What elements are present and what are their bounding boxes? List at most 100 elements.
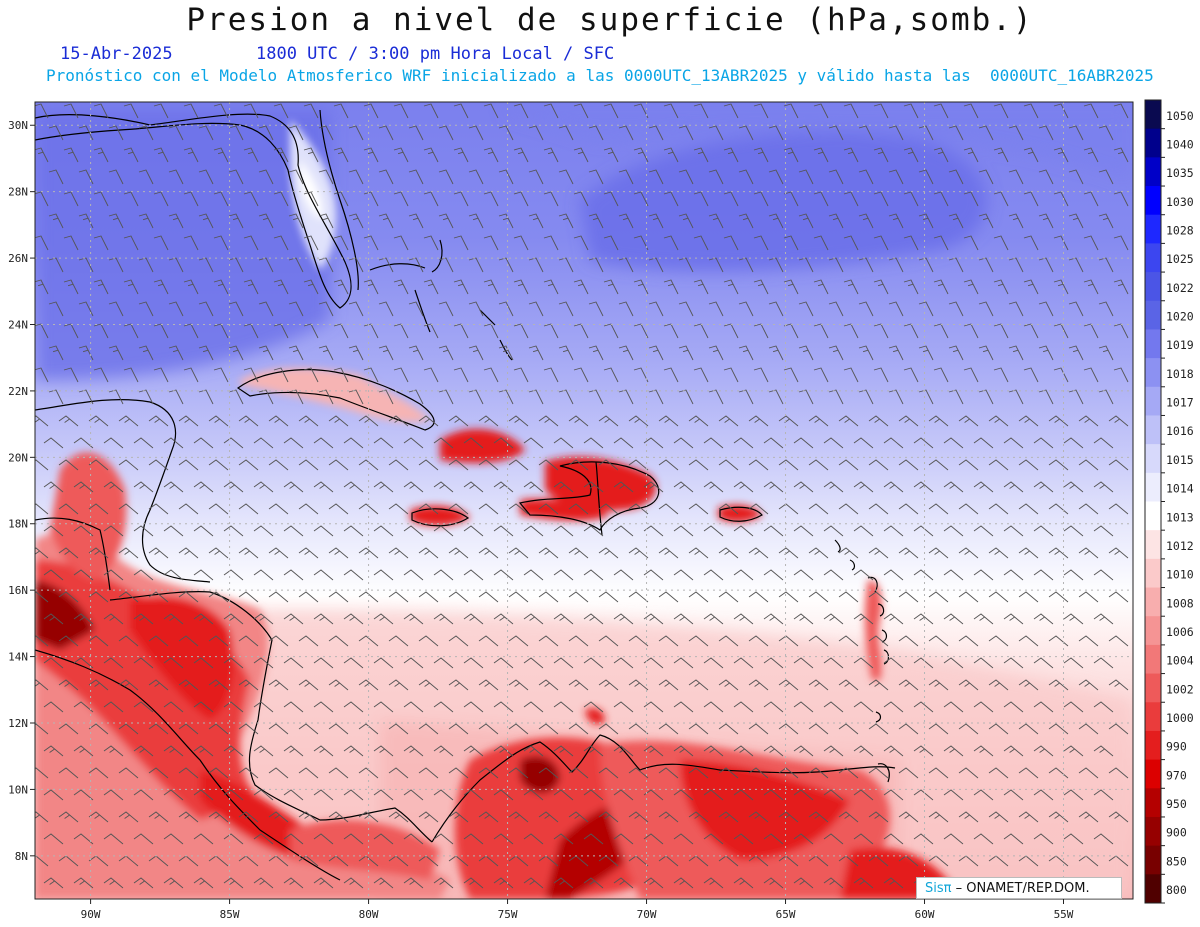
wind-barb (913, 701, 934, 713)
wind-barb (658, 679, 679, 691)
wind-barb (193, 877, 214, 889)
wind-barb (193, 481, 214, 493)
wind-barb (268, 591, 289, 603)
wind-barb (673, 569, 694, 581)
wind-barb (108, 213, 124, 229)
wind-barb (673, 437, 694, 449)
wind-barb (1063, 613, 1084, 625)
wind-barb (1078, 767, 1099, 779)
wind-barb (828, 125, 844, 141)
wind-barb (748, 679, 769, 691)
wind-barb (138, 301, 154, 317)
wind-barb (153, 279, 169, 295)
wind-barb (613, 789, 634, 801)
wind-barb (948, 213, 964, 229)
colorbar-swatch (1145, 644, 1161, 675)
wind-barb (298, 635, 319, 647)
wind-barb (778, 591, 799, 603)
wind-barb (88, 591, 109, 603)
wind-barb (1098, 301, 1114, 317)
wind-barb (733, 525, 754, 537)
wind-barb (793, 833, 814, 845)
wind-barb (418, 635, 439, 647)
colorbar-label: 1020 (1166, 310, 1194, 324)
wind-barb (493, 789, 514, 801)
wind-barb (448, 591, 469, 603)
wind-barb (313, 525, 334, 537)
wind-barb (748, 591, 769, 603)
wind-barb (1093, 657, 1114, 669)
wind-barb (378, 301, 394, 317)
wind-barb (1098, 257, 1114, 273)
wind-barb (528, 257, 544, 273)
wind-barb (433, 701, 454, 713)
wind-barb (388, 415, 409, 427)
wind-barb (78, 301, 94, 317)
wind-barb (1038, 257, 1054, 273)
lat-label: 24N (8, 318, 28, 331)
wind-barb (513, 147, 529, 163)
wind-barb (333, 103, 349, 119)
wind-barb (798, 345, 814, 361)
wind-barb (528, 213, 544, 229)
wind-barb (298, 811, 319, 823)
wind-barb (703, 833, 724, 845)
wind-barb (963, 103, 979, 119)
wind-barb (35, 459, 49, 471)
wind-barb (1078, 591, 1099, 603)
wind-barb (748, 723, 769, 735)
wind-barb (648, 301, 664, 317)
wind-barb (628, 723, 649, 735)
wind-barb (703, 613, 724, 625)
wind-barb (558, 169, 574, 185)
wind-barb (318, 213, 334, 229)
wind-barb (298, 767, 319, 779)
wind-barb (163, 657, 184, 669)
colorbar-swatch (1145, 329, 1161, 359)
wind-barb (618, 301, 634, 317)
wind-barb (798, 213, 814, 229)
wind-barb (328, 811, 349, 823)
wind-barb (918, 257, 934, 273)
colorbar-label: 970 (1166, 768, 1187, 782)
wind-barb (583, 701, 604, 713)
wind-barb (133, 481, 154, 493)
wind-barb (1108, 591, 1129, 603)
wind-barb (468, 213, 484, 229)
wind-barb (718, 591, 739, 603)
wind-barb (523, 481, 544, 493)
wind-barb (993, 147, 1009, 163)
wind-barb (1053, 103, 1069, 119)
wind-barb (93, 279, 109, 295)
wind-barb (343, 437, 364, 449)
wind-barb (358, 547, 379, 559)
wind-barb (388, 811, 409, 823)
wind-barb (573, 147, 589, 163)
wind-barb (493, 657, 514, 669)
wind-barb (883, 569, 904, 581)
wind-barb (58, 591, 79, 603)
wind-barb (738, 345, 754, 361)
wind-barb (253, 525, 274, 537)
wind-barb (1003, 437, 1024, 449)
wind-barb (468, 345, 484, 361)
wind-barb (753, 103, 769, 119)
wind-barb (958, 679, 979, 691)
wind-barb (633, 367, 649, 383)
wind-barb (768, 257, 784, 273)
wind-barb (583, 789, 604, 801)
wind-barb (618, 169, 634, 185)
wind-barb (35, 723, 49, 735)
wind-barb (403, 569, 424, 581)
wind-barb (193, 701, 214, 713)
lon-label: 60W (915, 908, 935, 921)
wind-barb (543, 147, 559, 163)
colorbar-label: 1040 (1166, 137, 1194, 151)
wind-barb (153, 103, 169, 119)
wind-barb (663, 103, 679, 119)
wind-barb (1083, 235, 1099, 251)
wind-barb (658, 415, 679, 427)
wind-barb (328, 591, 349, 603)
wind-barb (1048, 679, 1069, 691)
wind-barb (88, 767, 109, 779)
